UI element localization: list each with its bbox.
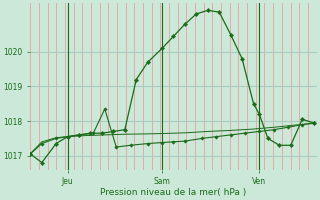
- X-axis label: Pression niveau de la mer( hPa ): Pression niveau de la mer( hPa ): [100, 188, 247, 197]
